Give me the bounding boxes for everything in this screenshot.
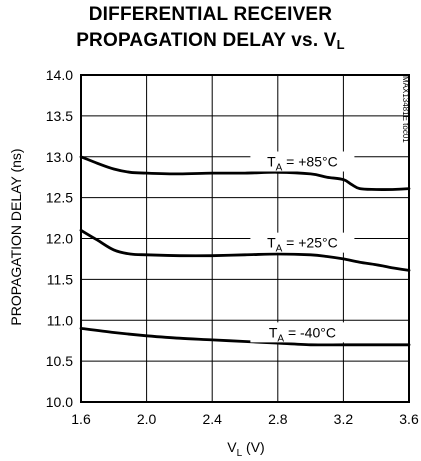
series-label: TA = -40°C bbox=[269, 324, 336, 344]
x-axis-label-unit: (V) bbox=[242, 439, 265, 455]
series-label-bg bbox=[250, 151, 355, 172]
y-tick-label: 10.5 bbox=[46, 353, 73, 369]
x-axis-label-subscript: L bbox=[237, 448, 243, 459]
y-tick-label: 14.0 bbox=[46, 67, 73, 83]
chart-title-line2-subscript: L bbox=[336, 37, 345, 52]
series-label: TA = +85°C bbox=[267, 154, 338, 174]
y-tick-label: 11.0 bbox=[47, 312, 73, 328]
y-tick-label: 13.0 bbox=[46, 149, 73, 165]
y-tick-label: 11.5 bbox=[47, 271, 73, 287]
plot-frame bbox=[80, 74, 410, 403]
series-label-bg bbox=[250, 232, 355, 253]
curves bbox=[79, 155, 411, 347]
series-label-value: = -40°C bbox=[284, 324, 336, 340]
chart-title-line2: PROPAGATION DELAY vs. VL bbox=[0, 30, 421, 52]
series-label-value: = +85°C bbox=[282, 154, 337, 170]
series-label-value: = +25°C bbox=[282, 235, 337, 251]
curve-labels: TA = +85°CTA = +25°CTA = -40°C bbox=[250, 151, 355, 344]
part-id-label: MAX13481E toc01 bbox=[401, 76, 410, 143]
x-tick-label: 3.6 bbox=[399, 411, 419, 427]
series-label-prefix: T bbox=[269, 324, 278, 340]
x-tick-label: 3.2 bbox=[334, 411, 354, 427]
series-line bbox=[79, 155, 411, 191]
series-label-prefix: T bbox=[267, 154, 276, 170]
y-tick-label: 12.5 bbox=[46, 190, 73, 206]
chart-title-line1: DIFFERENTIAL RECEIVER bbox=[88, 4, 333, 25]
series-label-bg bbox=[250, 322, 355, 343]
y-tick-label: 13.5 bbox=[46, 108, 73, 124]
y-tick-label: 12.0 bbox=[46, 231, 73, 247]
y-tick-label: 10.0 bbox=[46, 394, 73, 410]
x-tick-label: 2.8 bbox=[268, 411, 288, 427]
x-tick-label: 2.4 bbox=[202, 411, 222, 427]
series-label: TA = +25°C bbox=[267, 235, 338, 255]
series-label-subscript: A bbox=[276, 163, 283, 174]
x-tick-labels: 1.6 2.0 2.4 2.8 3.2 3.6 bbox=[71, 411, 419, 427]
chart-title-line2-text: PROPAGATION DELAY vs. V bbox=[76, 30, 337, 51]
series-label-subscript: A bbox=[276, 244, 283, 255]
y-axis-label: PROPAGATION DELAY (ns) bbox=[8, 148, 24, 325]
x-axis-label: VL (V) bbox=[227, 439, 264, 459]
x-tick-label: 2.0 bbox=[137, 411, 157, 427]
grid bbox=[81, 75, 409, 402]
series-line bbox=[79, 228, 411, 272]
series-label-subscript: A bbox=[277, 333, 284, 344]
x-axis-label-main: V bbox=[227, 439, 237, 455]
x-tick-label: 1.6 bbox=[71, 411, 91, 427]
y-tick-labels: 10.0 10.5 11.0 11.5 12.0 12.5 13.0 13.5 14.0 bbox=[46, 67, 73, 410]
series-label-prefix: T bbox=[267, 235, 276, 251]
series-line bbox=[79, 327, 411, 347]
